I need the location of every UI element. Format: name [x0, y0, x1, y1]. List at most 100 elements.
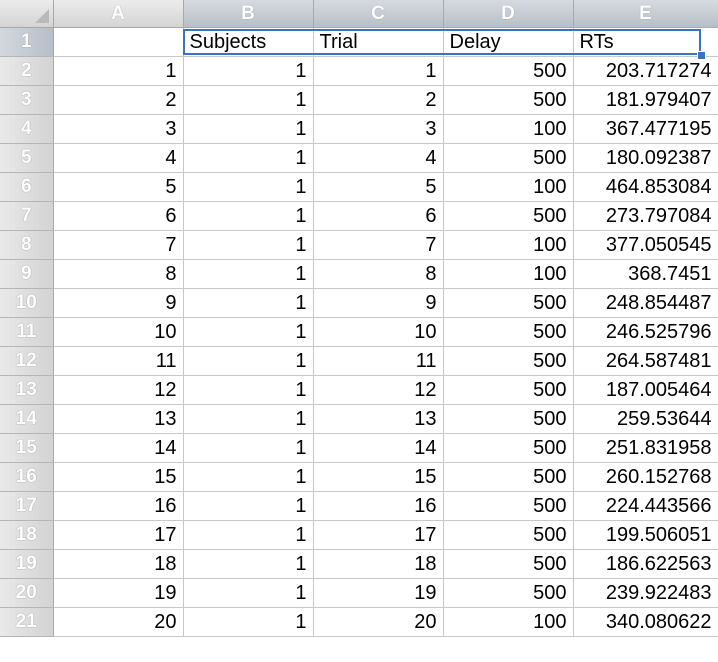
- column-header-c[interactable]: C: [313, 0, 444, 28]
- cell-e6[interactable]: 464.853084: [573, 172, 718, 202]
- cell-e21[interactable]: 340.080622: [573, 607, 718, 637]
- cell-d21[interactable]: 100: [443, 607, 574, 637]
- cell-b12[interactable]: 1: [183, 346, 314, 376]
- cell-c19[interactable]: 18: [313, 549, 444, 579]
- cell-c4[interactable]: 3: [313, 114, 444, 144]
- row-header-9[interactable]: 9: [0, 259, 54, 289]
- cell-d11[interactable]: 500: [443, 317, 574, 347]
- row-header-14[interactable]: 14: [0, 404, 54, 434]
- cell-e14[interactable]: 259.53644: [573, 404, 718, 434]
- cell-c11[interactable]: 10: [313, 317, 444, 347]
- cell-e11[interactable]: 246.525796: [573, 317, 718, 347]
- cell-e4[interactable]: 367.477195: [573, 114, 718, 144]
- cell-d7[interactable]: 500: [443, 201, 574, 231]
- row-header-19[interactable]: 19: [0, 549, 54, 579]
- cell-b13[interactable]: 1: [183, 375, 314, 405]
- cell-c13[interactable]: 12: [313, 375, 444, 405]
- cell-b1[interactable]: Subjects: [183, 27, 314, 57]
- cell-b2[interactable]: 1: [183, 56, 314, 86]
- cell-b17[interactable]: 1: [183, 491, 314, 521]
- cell-d14[interactable]: 500: [443, 404, 574, 434]
- cell-d20[interactable]: 500: [443, 578, 574, 608]
- cell-e3[interactable]: 181.979407: [573, 85, 718, 115]
- cell-a20[interactable]: 19: [53, 578, 184, 608]
- column-header-d[interactable]: D: [443, 0, 574, 28]
- cell-a4[interactable]: 3: [53, 114, 184, 144]
- cell-a3[interactable]: 2: [53, 85, 184, 115]
- cell-d19[interactable]: 500: [443, 549, 574, 579]
- cell-e1[interactable]: RTs: [573, 27, 718, 57]
- cell-e17[interactable]: 224.443566: [573, 491, 718, 521]
- row-header-3[interactable]: 3: [0, 85, 54, 115]
- row-header-2[interactable]: 2: [0, 56, 54, 86]
- cell-b20[interactable]: 1: [183, 578, 314, 608]
- cell-c16[interactable]: 15: [313, 462, 444, 492]
- cell-a6[interactable]: 5: [53, 172, 184, 202]
- row-header-6[interactable]: 6: [0, 172, 54, 202]
- cell-a9[interactable]: 8: [53, 259, 184, 289]
- cell-a19[interactable]: 18: [53, 549, 184, 579]
- cell-c1[interactable]: Trial: [313, 27, 444, 57]
- row-header-7[interactable]: 7: [0, 201, 54, 231]
- row-header-4[interactable]: 4: [0, 114, 54, 144]
- row-header-21[interactable]: 21: [0, 607, 54, 637]
- fill-handle[interactable]: [697, 51, 706, 60]
- cell-e2[interactable]: 203.717274: [573, 56, 718, 86]
- cell-e12[interactable]: 264.587481: [573, 346, 718, 376]
- cell-a1[interactable]: [53, 27, 184, 57]
- row-header-20[interactable]: 20: [0, 578, 54, 608]
- cell-d9[interactable]: 100: [443, 259, 574, 289]
- row-header-18[interactable]: 18: [0, 520, 54, 550]
- cell-e8[interactable]: 377.050545: [573, 230, 718, 260]
- cell-b15[interactable]: 1: [183, 433, 314, 463]
- cell-e13[interactable]: 187.005464: [573, 375, 718, 405]
- cell-d12[interactable]: 500: [443, 346, 574, 376]
- cell-d1[interactable]: Delay: [443, 27, 574, 57]
- cell-a5[interactable]: 4: [53, 143, 184, 173]
- cell-c12[interactable]: 11: [313, 346, 444, 376]
- row-header-10[interactable]: 10: [0, 288, 54, 318]
- cell-e9[interactable]: 368.7451: [573, 259, 718, 289]
- cell-e20[interactable]: 239.922483: [573, 578, 718, 608]
- cell-b9[interactable]: 1: [183, 259, 314, 289]
- cell-a14[interactable]: 13: [53, 404, 184, 434]
- cell-b8[interactable]: 1: [183, 230, 314, 260]
- cell-a21[interactable]: 20: [53, 607, 184, 637]
- cell-b21[interactable]: 1: [183, 607, 314, 637]
- cell-d10[interactable]: 500: [443, 288, 574, 318]
- cell-b6[interactable]: 1: [183, 172, 314, 202]
- cell-b5[interactable]: 1: [183, 143, 314, 173]
- cell-d17[interactable]: 500: [443, 491, 574, 521]
- cell-c21[interactable]: 20: [313, 607, 444, 637]
- cell-c20[interactable]: 19: [313, 578, 444, 608]
- cell-a11[interactable]: 10: [53, 317, 184, 347]
- cell-b3[interactable]: 1: [183, 85, 314, 115]
- row-header-17[interactable]: 17: [0, 491, 54, 521]
- row-header-16[interactable]: 16: [0, 462, 54, 492]
- row-header-11[interactable]: 11: [0, 317, 54, 347]
- cell-d15[interactable]: 500: [443, 433, 574, 463]
- cell-d4[interactable]: 100: [443, 114, 574, 144]
- cell-b4[interactable]: 1: [183, 114, 314, 144]
- cell-a13[interactable]: 12: [53, 375, 184, 405]
- row-header-12[interactable]: 12: [0, 346, 54, 376]
- row-header-1[interactable]: 1: [0, 27, 54, 57]
- cell-d6[interactable]: 100: [443, 172, 574, 202]
- cell-e5[interactable]: 180.092387: [573, 143, 718, 173]
- column-header-a[interactable]: A: [53, 0, 184, 28]
- cell-c9[interactable]: 8: [313, 259, 444, 289]
- cell-c7[interactable]: 6: [313, 201, 444, 231]
- cell-c15[interactable]: 14: [313, 433, 444, 463]
- cell-a10[interactable]: 9: [53, 288, 184, 318]
- cell-c10[interactable]: 9: [313, 288, 444, 318]
- cell-d5[interactable]: 500: [443, 143, 574, 173]
- row-header-13[interactable]: 13: [0, 375, 54, 405]
- cell-a2[interactable]: 1: [53, 56, 184, 86]
- cell-d3[interactable]: 500: [443, 85, 574, 115]
- cell-c2[interactable]: 1: [313, 56, 444, 86]
- cell-c8[interactable]: 7: [313, 230, 444, 260]
- row-header-8[interactable]: 8: [0, 230, 54, 260]
- cell-a17[interactable]: 16: [53, 491, 184, 521]
- cell-b14[interactable]: 1: [183, 404, 314, 434]
- cell-b7[interactable]: 1: [183, 201, 314, 231]
